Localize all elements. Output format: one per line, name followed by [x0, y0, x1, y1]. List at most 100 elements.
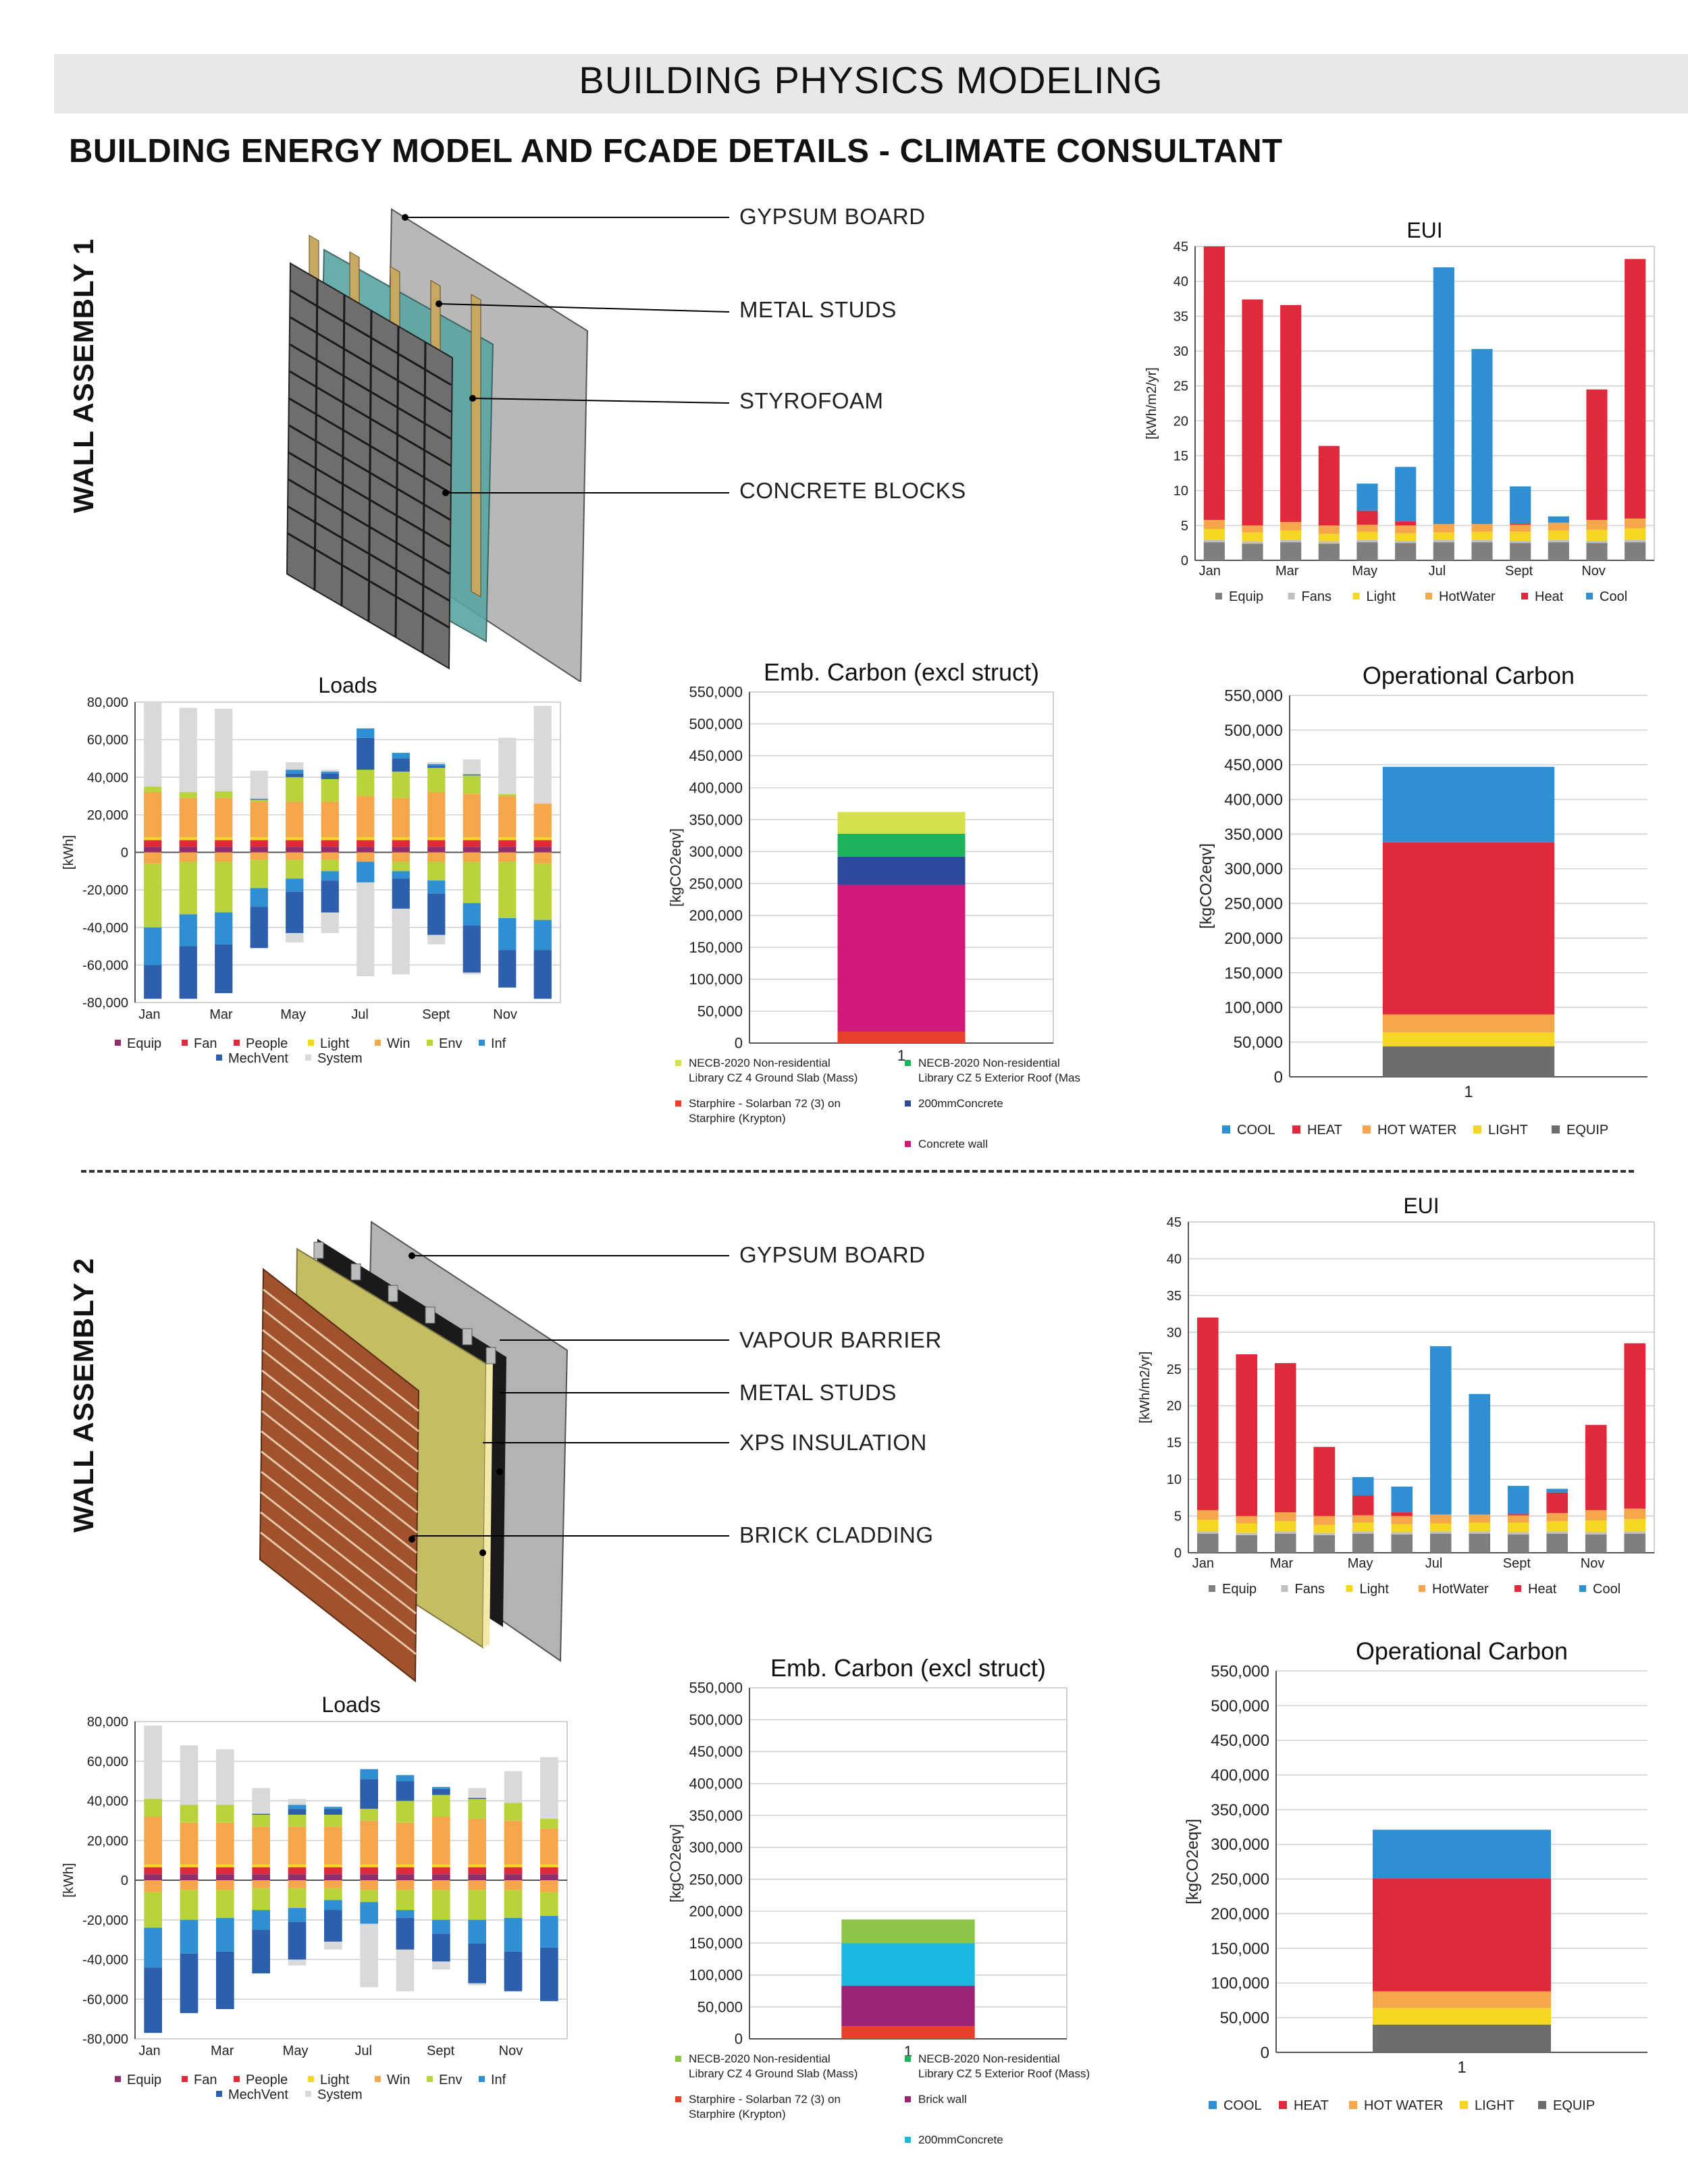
y-tick-label: 450,000: [689, 1743, 743, 1760]
bar-segment: [1280, 530, 1302, 541]
legend-swatch: [675, 1100, 681, 1107]
bar-segment: [144, 847, 162, 853]
legend-label: MechVent: [228, 2087, 288, 2102]
legend-label: Win: [387, 1036, 410, 1051]
x-tick-label: Sept: [422, 1007, 450, 1022]
y-tick-label: 250,000: [1224, 895, 1283, 913]
y-tick-label: 200,000: [689, 907, 743, 924]
bar-segment: [427, 764, 446, 766]
bar-segment: [179, 914, 197, 947]
bar-segment: [215, 791, 233, 798]
bar-segment: [1585, 1534, 1607, 1553]
chart-title: Emb. Carbon (excl struct): [764, 658, 1039, 686]
bar-segment: [463, 903, 481, 926]
bar-segment: [540, 1864, 558, 1867]
bar-segment: [498, 840, 517, 847]
bar-segment: [463, 759, 481, 775]
y-tick-label: 100,000: [689, 1967, 743, 1983]
y-tick-label: 200,000: [689, 1903, 743, 1920]
bar-segment: [1391, 1516, 1413, 1524]
bar-segment: [252, 1864, 270, 1867]
bar-segment: [468, 1799, 486, 1819]
bar-segment: [1382, 1046, 1555, 1077]
bar-segment: [286, 933, 304, 942]
bar-segment: [463, 972, 481, 975]
bar-segment: [288, 1888, 307, 1909]
x-tick-label: 1: [1464, 1083, 1473, 1101]
legend-swatch: [1349, 2101, 1357, 2109]
bar-segment: [540, 1892, 558, 1916]
legend-swatch: [1209, 1585, 1215, 1592]
bar-segment: [286, 859, 304, 879]
y-tick-label: 10: [1167, 1472, 1182, 1487]
bar-segment: [360, 1923, 378, 1988]
bar-segment: [396, 1890, 415, 1911]
y-tick-label: -60,000: [82, 1992, 128, 2007]
bar-segment: [463, 837, 481, 841]
legend-swatch: [308, 1040, 314, 1046]
bar-segment: [286, 773, 304, 778]
bar-segment: [288, 1799, 307, 1805]
bar-segment: [504, 1874, 523, 1880]
legend-label: COOL: [1237, 1123, 1275, 1138]
y-tick-label: 40,000: [87, 1794, 128, 1809]
bar-segment: [144, 1867, 162, 1875]
bar-segment: [215, 912, 233, 944]
legend-label: People: [246, 1036, 288, 1051]
bar-segment: [1429, 1531, 1452, 1534]
y-axis-label: [kgCO2eqv]: [667, 1824, 684, 1902]
bar-segment: [1507, 1485, 1529, 1514]
bar-segment: [357, 882, 375, 977]
bar-segment: [1395, 521, 1417, 526]
bar-segment: [837, 811, 966, 834]
y-tick-label: 80,000: [87, 1715, 128, 1730]
legend-label: Equip: [127, 1036, 161, 1051]
bar-segment: [1510, 543, 1531, 560]
eui-chart-2: 0 5 10 15 20 25 30 35 40 45 EUI [kWh/m2/yr] Jan Mar Ma…: [1138, 1194, 1655, 1597]
y-tick-label: 550,000: [689, 684, 743, 701]
bar-segment: [498, 796, 517, 838]
bar-segment: [288, 1921, 307, 1960]
bar-segment: [540, 1874, 558, 1880]
x-tick-label: Jan: [1192, 1556, 1214, 1571]
eui-chart-1: 0 5 10 15 20 25 30 35 40 45 EUI [kWh/m2/yr] Jan Mar Ma…: [1144, 218, 1655, 604]
legend-swatch: [1215, 593, 1222, 600]
bar-segment: [180, 1953, 199, 2013]
bar-segment: [1469, 1522, 1491, 1532]
bar-segment: [1313, 1516, 1336, 1525]
bar-segment: [1196, 1510, 1219, 1520]
y-tick-label: 35: [1167, 1289, 1182, 1304]
bar-segment: [1196, 1531, 1219, 1534]
bar-segment: [427, 766, 446, 768]
legend-swatch: [216, 1055, 222, 1061]
y-tick-label: 50,000: [1220, 2009, 1269, 2027]
bar-segment: [540, 1867, 558, 1875]
bar-segment: [540, 1915, 558, 1948]
bar-segment: [533, 950, 552, 999]
legend-label: EQUIP: [1566, 1123, 1608, 1138]
bar-segment: [1510, 486, 1531, 524]
legend-label: 200mmConcrete: [918, 2133, 1003, 2146]
y-tick-label: 0: [1174, 1546, 1182, 1561]
x-tick-label: Sept: [1505, 564, 1533, 579]
bar-segment: [1586, 520, 1608, 530]
legend-label: Env: [439, 2073, 462, 2087]
bar-segment: [432, 1786, 450, 1789]
legend-swatch: [905, 1100, 911, 1107]
bar-segment: [144, 965, 162, 999]
legend-label: COOL: [1223, 2098, 1262, 2113]
y-axis-label: [kWh/m2/yr]: [1138, 1352, 1153, 1424]
bar-segment: [837, 1031, 966, 1043]
bar-segment: [468, 1890, 486, 1920]
y-tick-label: 250,000: [689, 875, 743, 892]
bar-segment: [463, 840, 481, 847]
bar-segment: [250, 840, 268, 847]
bar-segment: [179, 946, 197, 999]
bar-segment: [286, 801, 304, 838]
x-tick-label: May: [1352, 564, 1377, 579]
y-tick-label: 5: [1181, 518, 1188, 533]
bar-segment: [324, 1864, 342, 1867]
y-tick-label: 400,000: [1224, 791, 1283, 809]
bar-segment: [1382, 842, 1555, 1015]
brick-cladding-layer: [259, 1267, 420, 1683]
